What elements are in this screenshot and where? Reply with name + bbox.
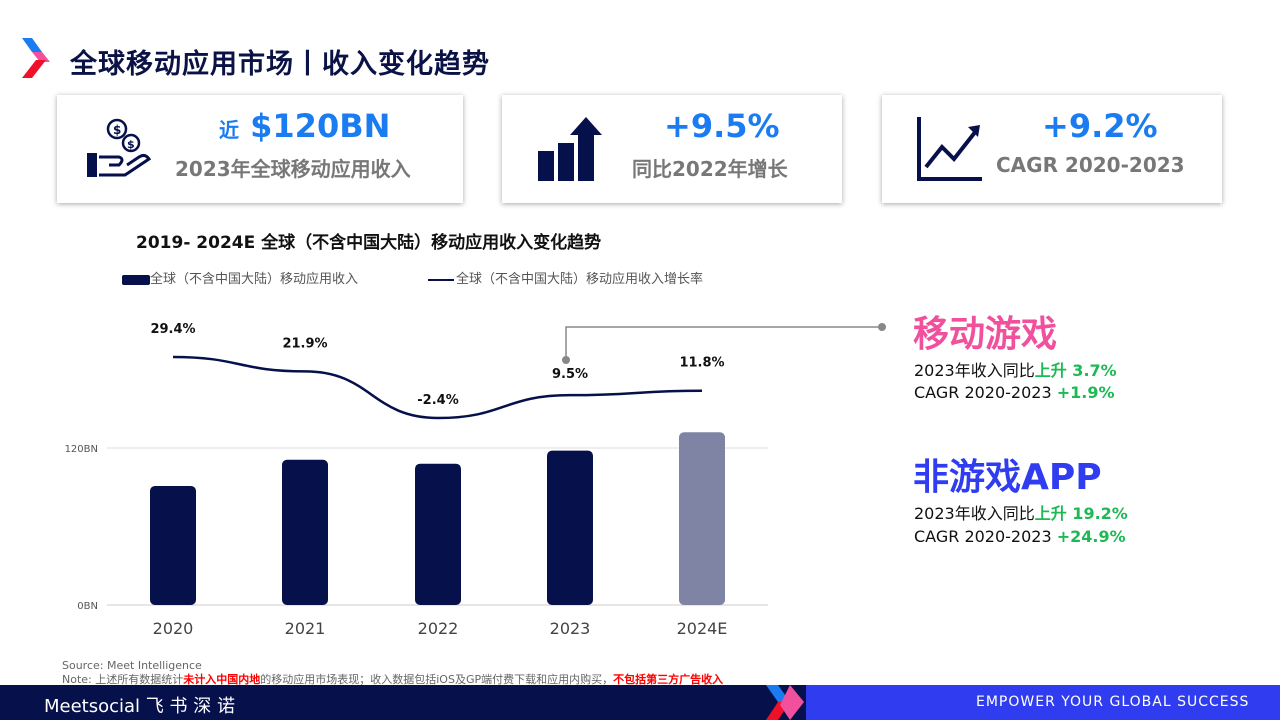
apps-title: 非游戏APP bbox=[913, 457, 1102, 498]
stat-value: +9.5% bbox=[664, 107, 780, 145]
growth-bars-icon bbox=[538, 117, 602, 181]
bar-2022 bbox=[415, 463, 461, 605]
chart-svg: 0BN 120BN 2020 2021 2022 2023 2024E 29.4% 21.9% -… bbox=[65, 322, 768, 638]
growth-label: 29.4% bbox=[150, 322, 195, 337]
line-chart-icon bbox=[917, 117, 982, 181]
growth-label: 9.5% bbox=[552, 367, 588, 382]
bar-2021 bbox=[282, 459, 328, 605]
t: 未计入中国内地 bbox=[183, 673, 261, 686]
legend-line-label: 全球（不含中国大陆）移动应用收入增长率 bbox=[456, 272, 704, 287]
page-title: 全球移动应用市场丨收入变化趋势 bbox=[70, 49, 490, 80]
stat-card-yoy: +9.5% 同比2022年增长 bbox=[502, 95, 842, 203]
stat-value: $120BN bbox=[250, 107, 391, 145]
callout-connector bbox=[562, 323, 886, 364]
t: 不包括第三方广告收入 bbox=[613, 673, 724, 686]
legend-bar-label: 全球（不含中国大陆）移动应用收入 bbox=[150, 272, 359, 287]
x-tick-label: 2021 bbox=[285, 619, 326, 638]
t: Note: 上述所有数据统计 bbox=[62, 673, 184, 686]
label: 2023年收入同比 bbox=[914, 361, 1035, 380]
growth-label: 11.8% bbox=[679, 356, 724, 371]
x-tick-label: 2024E bbox=[677, 619, 728, 638]
x-tick-label: 2022 bbox=[418, 619, 459, 638]
brand-logo-icon bbox=[22, 38, 50, 78]
legend-bar: 全球（不含中国大陆）移动应用收入 bbox=[122, 268, 358, 287]
stat-value: +9.2% bbox=[1042, 107, 1158, 145]
x-tick-label: 2020 bbox=[153, 619, 194, 638]
stat-label: 同比2022年增长 bbox=[632, 157, 788, 181]
bar-2024E bbox=[679, 432, 725, 605]
x-tick-label: 2023 bbox=[550, 619, 591, 638]
money-hand-icon: $$ bbox=[87, 118, 151, 177]
legend-line: 全球（不含中国大陆）移动应用收入增长率 bbox=[428, 268, 703, 287]
footer-brand: Meetsocial 飞 书 深 诺 bbox=[44, 696, 235, 717]
label: 2023年收入同比 bbox=[914, 504, 1035, 523]
y-tick-label: 120BN bbox=[65, 444, 98, 455]
games-cagr: CAGR 2020-2023 +1.9% bbox=[914, 383, 1115, 402]
svg-text:$: $ bbox=[113, 123, 121, 137]
value: +1.9% bbox=[1056, 383, 1115, 402]
svg-text:$: $ bbox=[127, 138, 135, 151]
value: 上升 3.7% bbox=[1034, 361, 1117, 380]
t: 的移动应用市场表现；收入数据包括iOS及GP端付费下载和应用内购买， bbox=[260, 673, 614, 686]
bar-2020 bbox=[150, 485, 196, 605]
value: 上升 19.2% bbox=[1034, 504, 1128, 523]
footer-logo-icon bbox=[766, 685, 804, 720]
games-title: 移动游戏 bbox=[913, 314, 1058, 355]
stat-card-cagr: +9.2% CAGR 2020-2023 bbox=[882, 95, 1222, 203]
prefix: 近 bbox=[219, 118, 239, 142]
stat-label: 2023年全球移动应用收入 bbox=[175, 157, 411, 181]
growth-label: 21.9% bbox=[282, 336, 327, 351]
source-note: Source: Meet Intelligence bbox=[62, 659, 202, 672]
label: CAGR 2020-2023 bbox=[914, 383, 1052, 402]
growth-line bbox=[172, 355, 703, 420]
footnote: Note: 上述所有数据统计未计入中国内地的移动应用市场表现；收入数据包括iOS… bbox=[62, 671, 723, 687]
stat-card-revenue: $ $ 近 $120BN 2023年全球移动应用收入 bbox=[57, 95, 463, 203]
footer-slogan: EMPOWER YOUR GLOBAL SUCCESS bbox=[976, 694, 1250, 710]
chart-title: 2019- 2024E 全球（不含中国大陆）移动应用收入变化趋势 bbox=[136, 233, 602, 253]
footer: Meetsocial 飞 书 深 诺 EMPOWER YOUR GLOBAL S… bbox=[0, 685, 1280, 720]
value: +24.9% bbox=[1056, 527, 1126, 546]
label: CAGR 2020-2023 bbox=[914, 527, 1052, 546]
games-yoy: 2023年收入同比上升 3.7% bbox=[914, 357, 1117, 381]
stat-label: CAGR 2020-2023 bbox=[996, 153, 1185, 177]
apps-cagr: CAGR 2020-2023 +24.9% bbox=[914, 527, 1126, 546]
growth-label: -2.4% bbox=[417, 393, 458, 408]
apps-yoy: 2023年收入同比上升 19.2% bbox=[914, 500, 1128, 524]
y-tick-label: 0BN bbox=[77, 601, 98, 612]
bar-2023 bbox=[547, 450, 593, 605]
